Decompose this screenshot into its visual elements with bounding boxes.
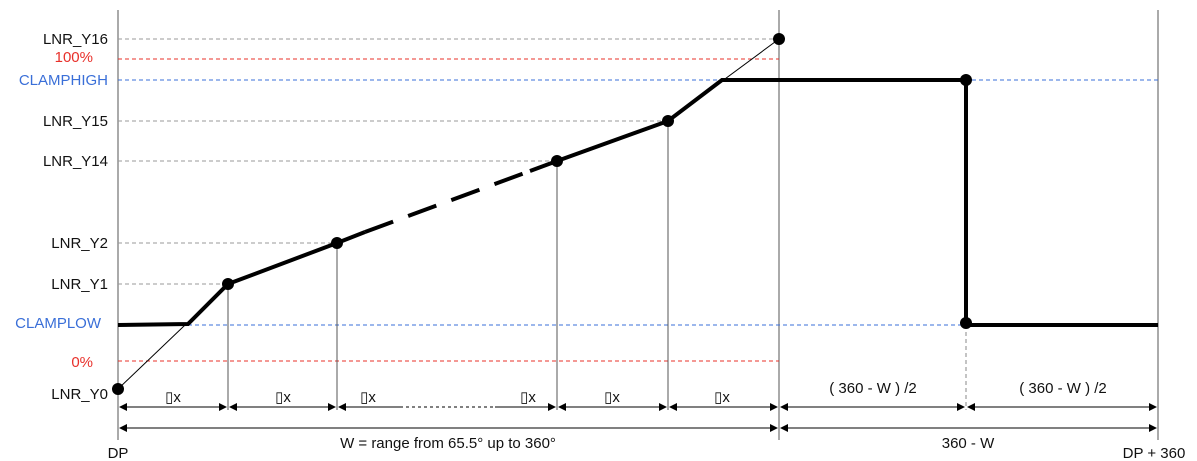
half-label-left: ( 360 - W ) /2 (829, 380, 917, 397)
dx-label-2: ▯x (275, 389, 291, 406)
label-y0: LNR_Y0 (51, 386, 108, 403)
point-y2 (331, 237, 343, 249)
point-clamphigh-edge (960, 74, 972, 86)
point-clamplow-edge (960, 317, 972, 329)
label-dp: DP (108, 445, 129, 461)
label-clamphigh: CLAMPHIGH (19, 72, 108, 89)
label-y16: LNR_Y16 (43, 31, 108, 48)
half-label-right: ( 360 - W ) /2 (1019, 380, 1107, 397)
label-dp360: DP + 360 (1123, 445, 1186, 461)
output-curve-low (117, 230, 366, 327)
label-clamplow: CLAMPLOW (15, 315, 102, 332)
output-curve-high (529, 78, 1158, 327)
point-y14 (551, 155, 563, 167)
point-y0 (112, 383, 124, 395)
label-pct0: 0% (71, 354, 93, 371)
dx-label-5: ▯x (714, 389, 730, 406)
label-y15: LNR_Y15 (43, 113, 108, 130)
output-curve-interpolated (364, 169, 531, 234)
dx-label-1: ▯x (165, 389, 181, 406)
point-y1 (222, 278, 234, 290)
label-y2: LNR_Y2 (51, 235, 108, 252)
w-range-label: W = range from 65.5° up to 360° (340, 435, 556, 452)
label-y1: LNR_Y1 (51, 276, 108, 293)
point-y15 (662, 115, 674, 127)
dx-label-3a: ▯x (360, 389, 376, 406)
label-pct100: 100% (55, 49, 93, 66)
dx-label-4: ▯x (604, 389, 620, 406)
dx-label-3b: ▯x (520, 389, 536, 406)
complement-label: 360 - W (942, 435, 995, 452)
label-y14: LNR_Y14 (43, 153, 108, 170)
point-y16 (773, 33, 785, 45)
